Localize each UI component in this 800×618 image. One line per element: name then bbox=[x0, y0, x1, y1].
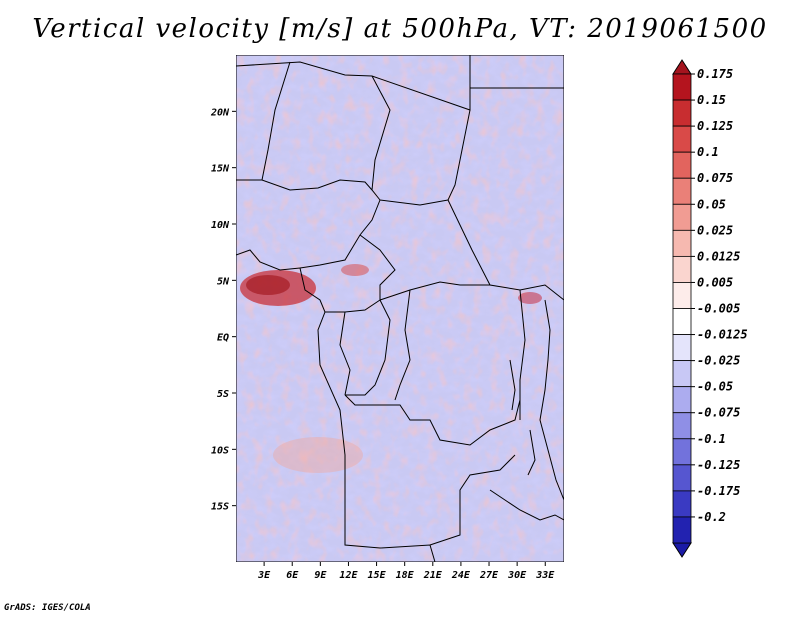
colorbar-label: 0.025 bbox=[697, 223, 733, 237]
colorbar-label: 0.125 bbox=[697, 119, 733, 133]
y-axis: 20N 15N 10N 5N EQ 5S 10S 15S bbox=[210, 107, 236, 513]
colorbar-label: 0.15 bbox=[697, 93, 726, 107]
colorbar-label: -0.1 bbox=[697, 432, 726, 446]
y-tick-label: 5S bbox=[217, 389, 229, 400]
country-boundaries bbox=[236, 55, 564, 562]
x-tick-label: 33E bbox=[535, 570, 555, 581]
ascent-patch bbox=[273, 437, 363, 473]
x-tick-label: 6E bbox=[286, 570, 299, 581]
boundary-line bbox=[371, 75, 391, 191]
x-tick-label: 30E bbox=[507, 570, 527, 581]
colorbar-label: 0.005 bbox=[697, 275, 733, 289]
colorbar-swatch bbox=[672, 203, 692, 231]
colorbar-label: -0.0125 bbox=[697, 328, 748, 342]
y-tick-label: EQ bbox=[217, 333, 229, 344]
ascent-patch bbox=[518, 292, 542, 304]
colorbar-label: -0.05 bbox=[697, 380, 733, 394]
field-texture bbox=[236, 55, 564, 562]
colorbar-swatch bbox=[672, 412, 692, 440]
y-tick-label: 5N bbox=[217, 276, 230, 287]
boundary-line bbox=[489, 489, 564, 521]
x-tick-label: 21E bbox=[423, 570, 443, 581]
colorbar-swatch bbox=[672, 490, 692, 518]
lake-outline bbox=[509, 359, 516, 411]
boundary-line bbox=[236, 179, 381, 201]
colorbar-swatch bbox=[672, 125, 692, 153]
boundary-line bbox=[339, 311, 351, 396]
y-tick-label: 15N bbox=[211, 164, 230, 175]
colorbar-label: -0.125 bbox=[697, 458, 740, 472]
colorbar-top-arrow bbox=[672, 59, 692, 75]
colorbar-label: 0.175 bbox=[697, 67, 733, 81]
y-tick-label: 20N bbox=[210, 107, 230, 118]
boundary-line bbox=[429, 454, 516, 546]
boundary-line bbox=[344, 394, 521, 446]
boundary-line bbox=[379, 199, 449, 206]
colorbar-swatch bbox=[672, 334, 692, 362]
x-tick-label: 18E bbox=[396, 570, 415, 581]
colorbar-label: -0.175 bbox=[697, 484, 740, 498]
colorbar-label: -0.075 bbox=[697, 406, 740, 420]
boundary-line bbox=[261, 61, 291, 181]
boundary-line bbox=[394, 289, 411, 401]
colorbar-swatch bbox=[672, 386, 692, 414]
ascent-patch bbox=[341, 264, 369, 276]
boundary-line bbox=[299, 199, 381, 269]
colorbar-label: -0.2 bbox=[697, 510, 726, 524]
y-tick-label: 10S bbox=[211, 445, 229, 456]
y-tick-label: 15S bbox=[211, 502, 229, 513]
colorbar-swatch bbox=[672, 151, 692, 179]
x-tick-label: 9E bbox=[314, 570, 327, 581]
colorbar: 0.175 0.15 0.125 0.1 0.075 0.05 0.025 0.0125 0.0… bbox=[672, 59, 748, 558]
coastline bbox=[539, 299, 564, 501]
colorbar-swatch bbox=[672, 282, 692, 309]
coastline bbox=[236, 249, 301, 271]
lake-outline bbox=[527, 429, 536, 476]
boundary-line bbox=[519, 289, 526, 420]
colorbar-label: 0.075 bbox=[697, 171, 733, 185]
credit-label: GrADS: IGES/COLA bbox=[4, 603, 91, 613]
x-tick-label: 3E bbox=[257, 570, 271, 581]
boundary-line bbox=[325, 299, 381, 313]
colorbar-swatch bbox=[672, 464, 692, 492]
boundary-line bbox=[359, 234, 396, 300]
ascent-core bbox=[246, 275, 290, 295]
x-axis: 3E 6E 9E 12E 15E 18E 21E 24E 27E 30E 33E bbox=[257, 562, 555, 581]
colorbar-label: 0.1 bbox=[697, 145, 719, 159]
colorbar-swatch bbox=[672, 99, 692, 127]
boundary-line bbox=[447, 109, 564, 301]
colorbar-swatch bbox=[672, 438, 692, 466]
boundary-line bbox=[344, 455, 436, 562]
y-tick-label: 10N bbox=[211, 220, 230, 231]
coastline bbox=[299, 267, 346, 456]
colorbar-label: 0.0125 bbox=[697, 249, 740, 263]
colorbar-label: 0.05 bbox=[697, 197, 726, 211]
colorbar-bottom-arrow bbox=[672, 542, 692, 558]
colorbar-swatch bbox=[672, 308, 692, 335]
colorbar-swatch bbox=[672, 73, 692, 101]
colorbar-swatch bbox=[672, 229, 692, 257]
x-tick-label: 15E bbox=[368, 570, 387, 581]
colorbar-label: -0.025 bbox=[697, 354, 740, 368]
boundary-line bbox=[379, 281, 490, 301]
chart-title: Vertical velocity [m/s] at 500hPa, VT: 2… bbox=[32, 14, 768, 44]
colorbar-label: -0.005 bbox=[697, 302, 740, 316]
map-field bbox=[236, 55, 564, 562]
x-tick-label: 12E bbox=[339, 570, 358, 581]
boundary-line bbox=[345, 299, 391, 396]
x-tick-label: 27E bbox=[479, 570, 499, 581]
x-tick-label: 24E bbox=[451, 570, 471, 581]
colorbar-swatch bbox=[672, 516, 692, 544]
colorbar-swatch bbox=[672, 177, 692, 205]
colorbar-swatch bbox=[672, 360, 692, 388]
colorbar-swatch bbox=[672, 255, 692, 283]
